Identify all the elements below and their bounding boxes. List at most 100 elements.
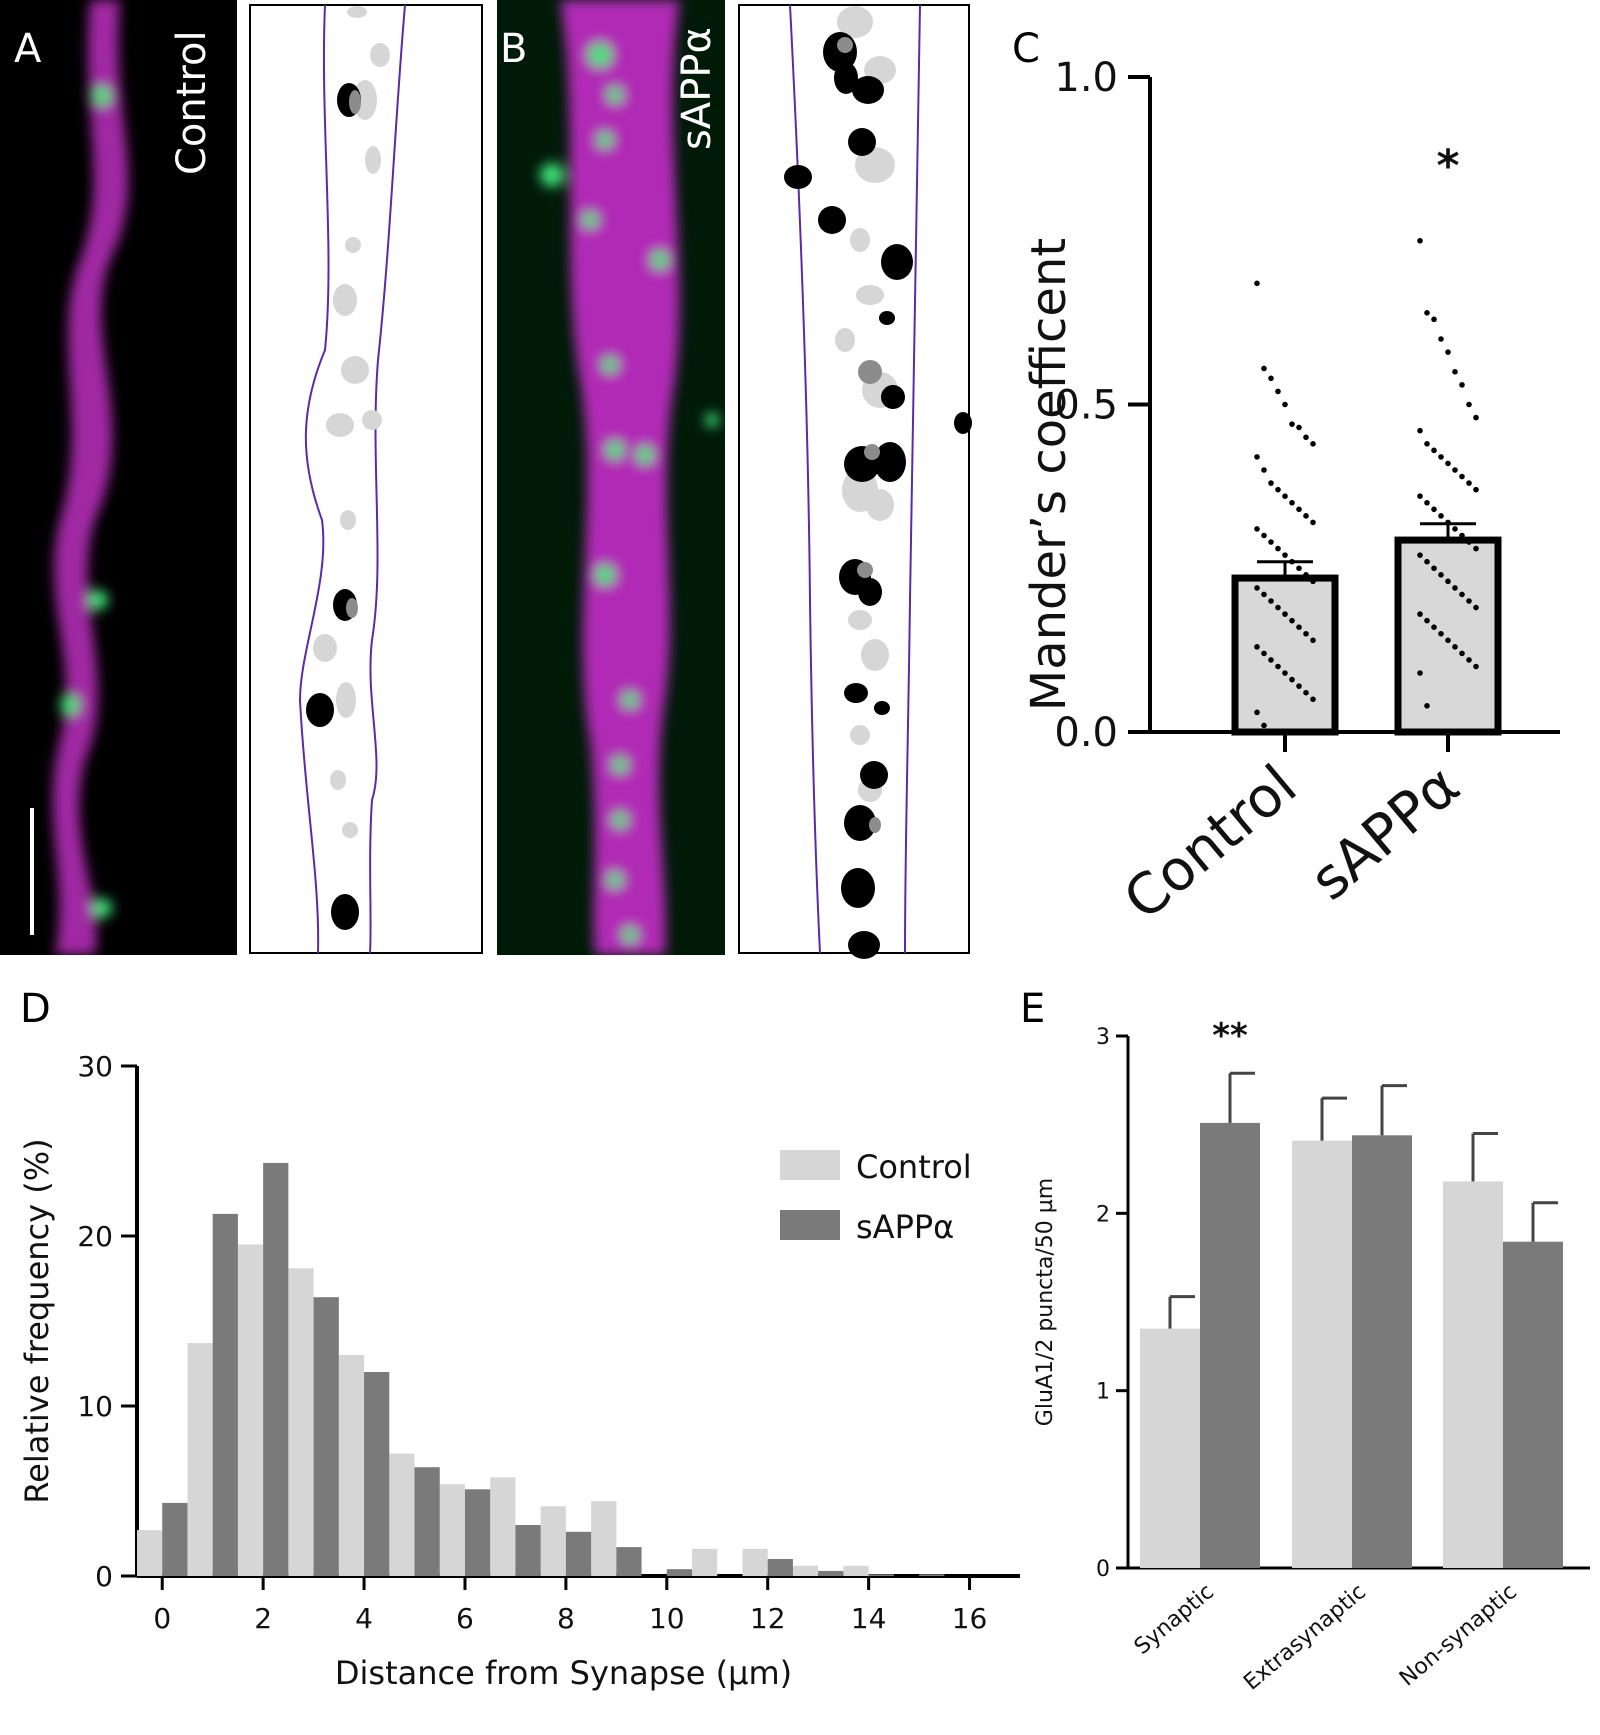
data-point <box>1310 519 1316 526</box>
data-point <box>1473 604 1479 611</box>
bar <box>1352 1135 1412 1568</box>
data-point <box>1303 434 1309 441</box>
data-point <box>1261 365 1267 372</box>
bar <box>1394 536 1502 736</box>
histogram-bar <box>364 1372 390 1576</box>
data-point <box>1261 467 1267 473</box>
histogram-bar <box>414 1467 440 1576</box>
data-point <box>1254 644 1260 650</box>
data-point <box>1268 729 1274 735</box>
data-point <box>1282 670 1288 676</box>
histogram-bar <box>263 1162 289 1576</box>
histogram-bar <box>338 1355 365 1576</box>
panel-label-d: D <box>20 986 51 1032</box>
data-point <box>1466 480 1472 486</box>
data-point <box>1268 539 1274 545</box>
data-point <box>1417 427 1423 434</box>
data-point <box>1289 499 1295 506</box>
histogram-bar <box>389 1453 415 1576</box>
significance-marker: * <box>1436 141 1459 192</box>
y-tick-label: 0.0 <box>1054 710 1118 756</box>
data-point <box>1289 617 1295 624</box>
histogram-bar <box>919 1574 945 1576</box>
data-point <box>1417 670 1423 676</box>
data-point <box>1282 611 1288 617</box>
data-point <box>1254 526 1260 532</box>
data-point <box>1417 493 1423 500</box>
image-label-control: Control <box>169 30 215 175</box>
y-axis-label: GluA1/2 puncta/50 µm <box>1033 1178 1058 1426</box>
data-point <box>1261 591 1267 598</box>
data-point <box>1424 617 1430 624</box>
data-point <box>1473 545 1479 552</box>
micrograph-control <box>0 0 237 955</box>
data-point <box>1254 585 1260 591</box>
legend-label: sAPPα <box>856 1208 954 1246</box>
data-point <box>1424 703 1430 709</box>
data-point <box>1459 382 1465 388</box>
data-point <box>1466 401 1472 408</box>
data-point <box>1275 545 1281 552</box>
data-point <box>1445 519 1451 526</box>
chart-glua-puncta: 0 1 2 3 GluA1/2 puncta/50 µm Synaptic ** Extras… <box>1033 1016 1590 1696</box>
histogram-bar <box>212 1213 238 1576</box>
data-point <box>1261 532 1267 539</box>
data-point <box>1303 630 1309 637</box>
y-tick-label: 10 <box>77 1390 113 1423</box>
data-point <box>1452 467 1458 473</box>
schematic-sapp <box>738 4 972 959</box>
data-point <box>1424 558 1430 565</box>
data-point <box>1438 572 1444 578</box>
data-point <box>1445 637 1451 644</box>
data-point <box>1417 237 1423 244</box>
x-tick-label: Synaptic <box>1130 1579 1219 1659</box>
bar <box>1140 1328 1200 1568</box>
data-point <box>1289 676 1295 683</box>
schematic-control <box>249 4 483 954</box>
data-point <box>1445 349 1451 355</box>
histogram-bar <box>187 1343 213 1576</box>
histogram-bar <box>490 1477 516 1576</box>
histogram-bar <box>515 1525 541 1576</box>
data-point <box>1445 578 1451 585</box>
histogram-bar <box>868 1574 894 1576</box>
data-point <box>1310 441 1316 447</box>
histogram-bar <box>792 1565 819 1576</box>
legend-swatch <box>780 1150 840 1180</box>
data-point <box>1303 689 1309 696</box>
x-axis-label: Distance from Synapse (µm) <box>335 1654 792 1692</box>
data-point <box>1431 316 1437 323</box>
histogram-bar <box>464 1489 491 1576</box>
x-tick-label: sAPPα <box>1299 753 1472 913</box>
histogram-bar <box>767 1559 793 1576</box>
data-point <box>1296 565 1302 572</box>
data-point <box>1310 578 1316 585</box>
data-point <box>1282 552 1288 558</box>
data-point <box>1254 454 1260 460</box>
data-point <box>1438 336 1444 342</box>
data-point <box>1473 486 1479 493</box>
data-point <box>1268 598 1274 604</box>
data-point <box>1261 650 1267 657</box>
data-point <box>1466 657 1472 663</box>
data-point <box>1431 565 1437 572</box>
x-tick-label: 0 <box>153 1602 171 1635</box>
data-point <box>1431 447 1437 454</box>
data-point <box>1459 650 1465 657</box>
micrograph-sapp <box>497 0 725 955</box>
data-point <box>1275 604 1281 611</box>
x-tick-label: 16 <box>952 1602 988 1635</box>
data-point <box>1417 552 1423 558</box>
data-point <box>1275 486 1281 493</box>
panel-label-e: E <box>1020 986 1045 1032</box>
data-point <box>1459 532 1465 539</box>
x-tick-label: Non-synaptic <box>1395 1579 1522 1691</box>
histogram-bar <box>843 1565 869 1576</box>
data-point <box>1296 624 1302 630</box>
histogram-bar <box>439 1484 465 1576</box>
data-point <box>1431 506 1437 513</box>
x-tick-label: 6 <box>456 1602 474 1635</box>
data-point <box>1459 591 1465 598</box>
histogram-bar <box>288 1268 314 1576</box>
x-tick-label: 12 <box>750 1602 786 1635</box>
